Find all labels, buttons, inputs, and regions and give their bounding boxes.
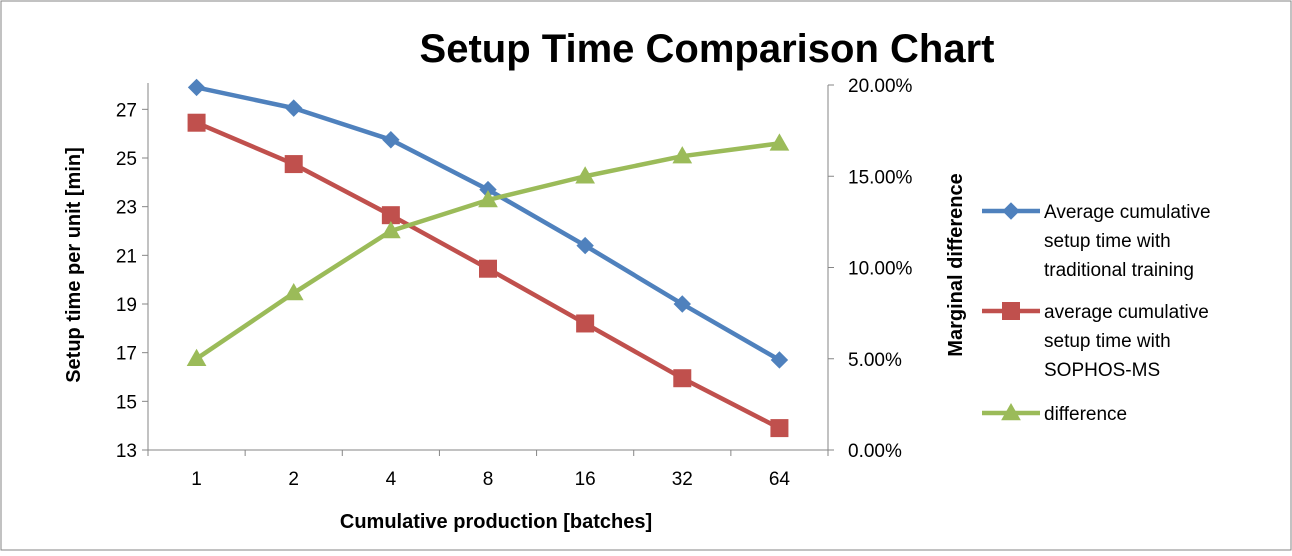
data-point <box>187 113 206 132</box>
y-tick-label: 19 <box>116 295 137 316</box>
legend-label: difference <box>1044 404 1127 425</box>
data-point <box>770 419 789 438</box>
x-tick-label: 32 <box>672 469 693 490</box>
data-point <box>576 314 595 333</box>
x-tick-label: 8 <box>483 469 494 490</box>
y-tick-label: 27 <box>116 100 137 121</box>
legend-label: Average cumulative <box>1044 202 1211 223</box>
legend-label: SOPHOS-MS <box>1044 360 1160 381</box>
x-tick-label: 4 <box>386 469 397 490</box>
x-tick-label: 64 <box>769 469 791 490</box>
data-point <box>285 99 303 117</box>
x-tick-label: 1 <box>191 469 202 490</box>
y-axis-title: Setup time per unit [min] <box>63 147 85 383</box>
series-group <box>186 78 790 438</box>
y2-tick-label: 0.00% <box>848 441 902 462</box>
legend-entry-3: difference <box>982 402 1127 425</box>
data-point <box>770 351 789 369</box>
data-point <box>187 78 206 97</box>
data-point <box>673 295 691 313</box>
series-2 <box>187 113 789 438</box>
y-tick-label: 21 <box>116 246 137 267</box>
x-axis-title: Cumulative production [batches] <box>340 511 652 533</box>
chart-title: Setup Time Comparison Chart <box>420 27 995 71</box>
legend-marker <box>1001 402 1021 421</box>
data-point <box>478 189 498 208</box>
legend-label: setup time with <box>1044 331 1171 352</box>
legend-entry-2: average cumulative setup time with SOPHOS-… <box>982 302 1209 381</box>
y2-tick-label: 10.00% <box>848 259 913 280</box>
y-tick-label: 13 <box>116 441 137 462</box>
data-point <box>575 166 596 184</box>
legend-label: setup time with <box>1044 231 1171 252</box>
y-tick-label: 17 <box>116 344 137 365</box>
y2-tick-label: 15.00% <box>848 167 913 188</box>
axes-group: 13151719212325270.00%5.00%10.00%15.00%20… <box>116 76 913 490</box>
legend-label: average cumulative <box>1044 302 1209 323</box>
y-tick-label: 25 <box>116 149 137 170</box>
y2-axis-title: Marginal difference <box>945 173 967 356</box>
legend: Average cumulative setup time with traditi… <box>982 202 1211 425</box>
legend-marker <box>1002 202 1020 220</box>
data-point <box>672 146 693 164</box>
data-point <box>576 236 594 255</box>
y2-tick-label: 20.00% <box>848 76 913 97</box>
data-point <box>673 369 692 388</box>
legend-marker <box>1002 302 1020 320</box>
data-point <box>479 259 497 278</box>
y-tick-label: 15 <box>116 392 137 413</box>
data-point <box>284 155 303 174</box>
y2-tick-label: 5.00% <box>848 350 902 371</box>
data-point <box>283 283 304 301</box>
series-1 <box>187 78 789 369</box>
data-point <box>380 220 401 239</box>
legend-label: traditional training <box>1044 260 1194 281</box>
series-3 <box>186 133 790 366</box>
data-point <box>186 348 207 366</box>
legend-entry-1: Average cumulative setup time with traditi… <box>982 202 1211 281</box>
x-tick-label: 2 <box>288 469 299 490</box>
data-point <box>382 131 400 149</box>
x-tick-label: 16 <box>575 469 596 490</box>
data-point <box>769 133 790 151</box>
y-tick-label: 23 <box>116 198 137 219</box>
